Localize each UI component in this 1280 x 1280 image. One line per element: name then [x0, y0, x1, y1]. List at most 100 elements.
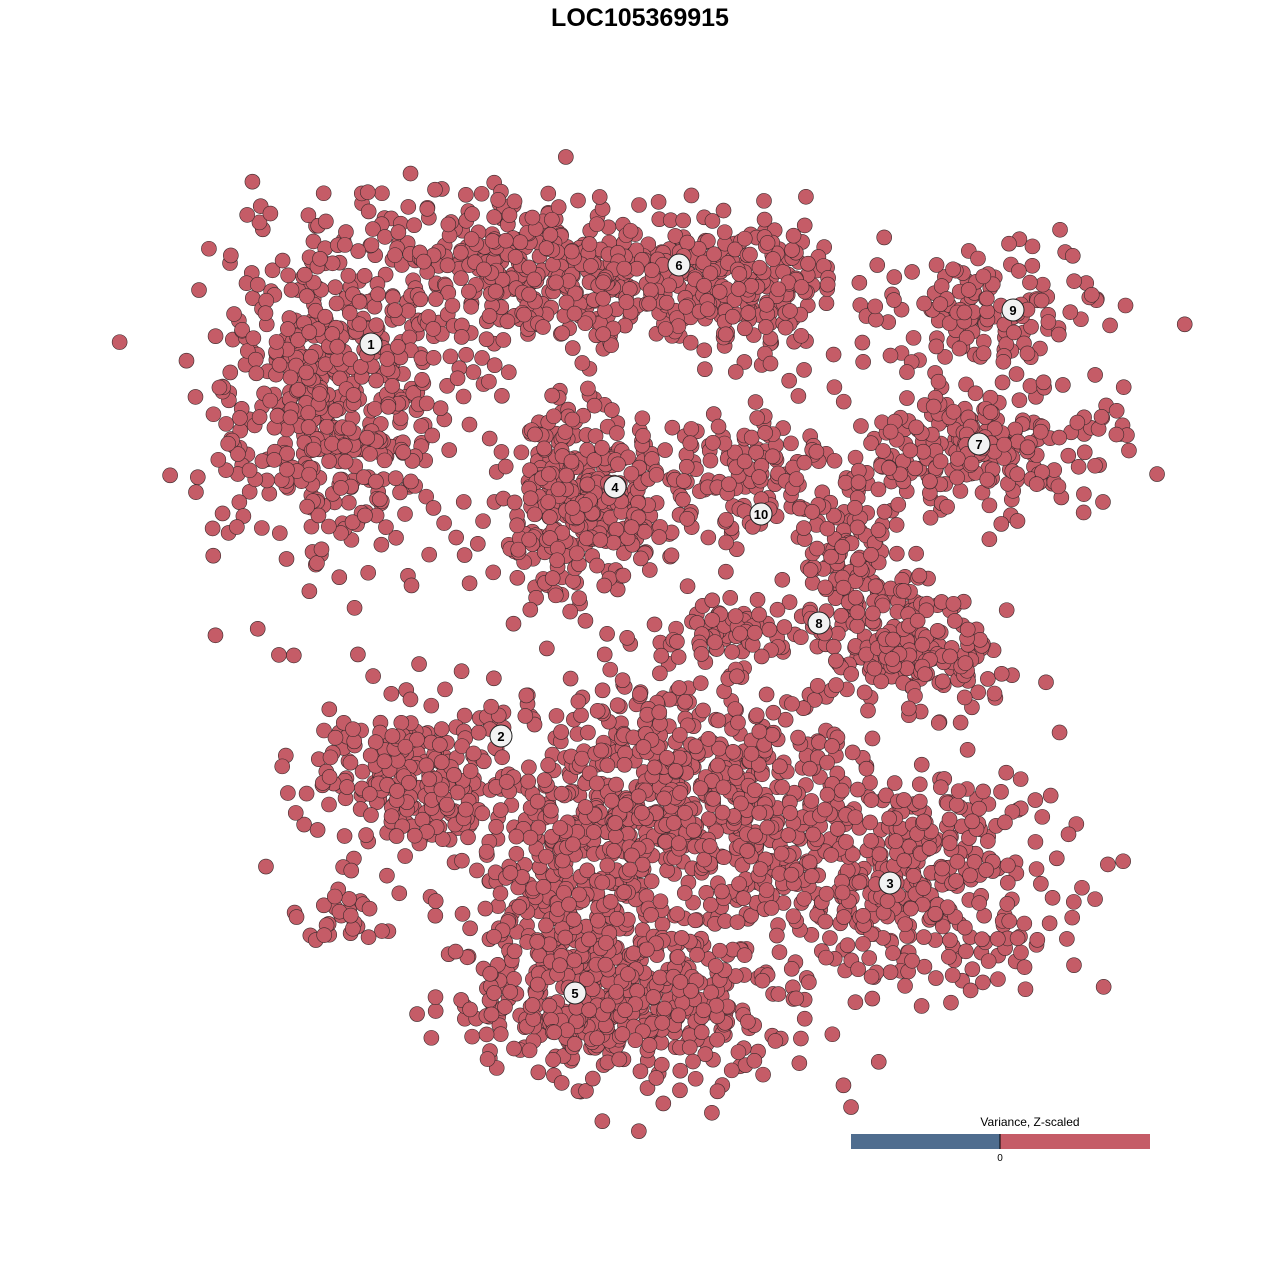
point-cluster-8: [946, 613, 963, 629]
point-cluster-1: [461, 416, 478, 433]
point-cluster-5: [625, 945, 642, 962]
point-cluster-9: [1062, 304, 1079, 320]
point-cluster-1: [201, 240, 217, 257]
point-cluster-5: [454, 906, 471, 922]
point-cluster-5: [748, 707, 765, 723]
point-cluster-8: [911, 567, 928, 584]
point-cluster-1: [272, 525, 288, 541]
point-cluster-6: [595, 290, 611, 307]
point-cluster-5: [702, 897, 719, 913]
point-cluster-4: [623, 465, 640, 482]
point-cluster-3: [978, 862, 994, 878]
point-cluster-9: [1024, 238, 1041, 255]
point-cluster-8: [863, 547, 879, 563]
point-cluster-6: [540, 185, 557, 202]
point-cluster-4: [547, 587, 564, 604]
point-cluster-1: [283, 282, 300, 298]
point-cluster-6: [360, 203, 377, 220]
point-cluster-6: [595, 274, 611, 291]
point-cluster-3: [864, 730, 881, 747]
point-cluster-1: [342, 351, 358, 367]
point-cluster-7: [1009, 466, 1026, 483]
point-cluster-5: [486, 985, 502, 1001]
point-cluster-5: [521, 759, 537, 776]
point-cluster-5: [670, 1007, 687, 1024]
point-cluster-6: [736, 230, 753, 247]
point-cluster-6: [742, 246, 758, 263]
point-cluster-1: [299, 288, 315, 304]
point-cluster-5: [709, 757, 726, 774]
point-cluster-7: [847, 449, 864, 466]
point-cluster-2: [345, 721, 361, 737]
point-cluster-1: [232, 410, 248, 426]
point-cluster-5: [590, 912, 606, 929]
point-cluster-1: [290, 381, 307, 398]
point-cluster-3: [803, 868, 820, 884]
point-cluster-9: [1001, 235, 1017, 252]
point-cluster-1: [411, 656, 427, 672]
point-cluster-6: [554, 325, 570, 342]
point-cluster-3: [941, 835, 958, 851]
point-cluster-6: [616, 260, 633, 277]
point-cluster-8: [825, 638, 842, 655]
point-cluster-6: [239, 207, 255, 223]
point-cluster-6: [591, 189, 608, 205]
point-cluster-9: [1051, 326, 1067, 343]
point-cluster-2: [343, 862, 360, 879]
point-cluster-7: [826, 379, 843, 395]
point-cluster-6: [756, 211, 773, 228]
point-cluster-5: [643, 907, 659, 923]
point-cluster-5: [580, 724, 596, 741]
point-cluster-7: [1035, 374, 1052, 391]
point-cluster-5: [783, 866, 800, 883]
point-cluster-6: [869, 257, 886, 273]
point-cluster-5: [511, 899, 527, 915]
point-cluster-3: [999, 896, 1016, 912]
point-cluster-5: [731, 876, 747, 892]
point-cluster-8: [828, 677, 844, 693]
point-cluster-6: [800, 255, 816, 272]
point-cluster-3: [855, 936, 871, 952]
point-cluster-6: [678, 298, 694, 315]
point-cluster-8: [793, 629, 809, 646]
point-cluster-6: [535, 319, 551, 335]
point-cluster-7: [949, 450, 966, 467]
point-cluster-3: [948, 796, 965, 813]
point-cluster-1: [234, 321, 250, 338]
point-cluster-3: [847, 994, 864, 1011]
point-cluster-2: [421, 771, 437, 788]
point-cluster-1: [392, 484, 408, 501]
point-cluster-2: [446, 767, 462, 783]
point-cluster-7: [932, 453, 949, 470]
point-cluster-7: [1115, 379, 1132, 395]
point-cluster-5: [632, 686, 648, 702]
point-cluster-6: [670, 318, 687, 334]
point-cluster-3: [1012, 771, 1029, 787]
point-cluster-5: [714, 804, 731, 821]
point-cluster-5: [809, 677, 826, 694]
point-cluster-6: [337, 237, 353, 253]
point-cluster-5: [458, 801, 474, 818]
point-cluster-3: [993, 784, 1009, 800]
point-cluster-3: [933, 779, 949, 796]
point-cluster-4: [494, 388, 510, 404]
point-cluster-1: [344, 514, 361, 530]
point-cluster-6: [621, 281, 638, 297]
point-cluster-3: [941, 949, 957, 965]
point-cluster-6: [458, 187, 474, 203]
point-cluster-5: [811, 734, 827, 751]
point-cluster-8: [727, 608, 744, 624]
point-cluster-5: [617, 1002, 633, 1018]
point-cluster-5: [730, 1044, 747, 1060]
point-cluster-3: [1016, 915, 1033, 932]
point-cluster-6: [329, 338, 346, 355]
point-cluster-1: [351, 316, 368, 333]
point-cluster-10: [747, 394, 764, 410]
point-cluster-1: [254, 520, 270, 536]
point-cluster-5: [791, 1055, 808, 1071]
chart-title: LOC105369915: [551, 4, 729, 32]
point-cluster-5: [672, 785, 688, 801]
point-cluster-1: [333, 525, 349, 541]
point-cluster-5: [692, 675, 709, 691]
point-cluster-2: [288, 909, 305, 925]
